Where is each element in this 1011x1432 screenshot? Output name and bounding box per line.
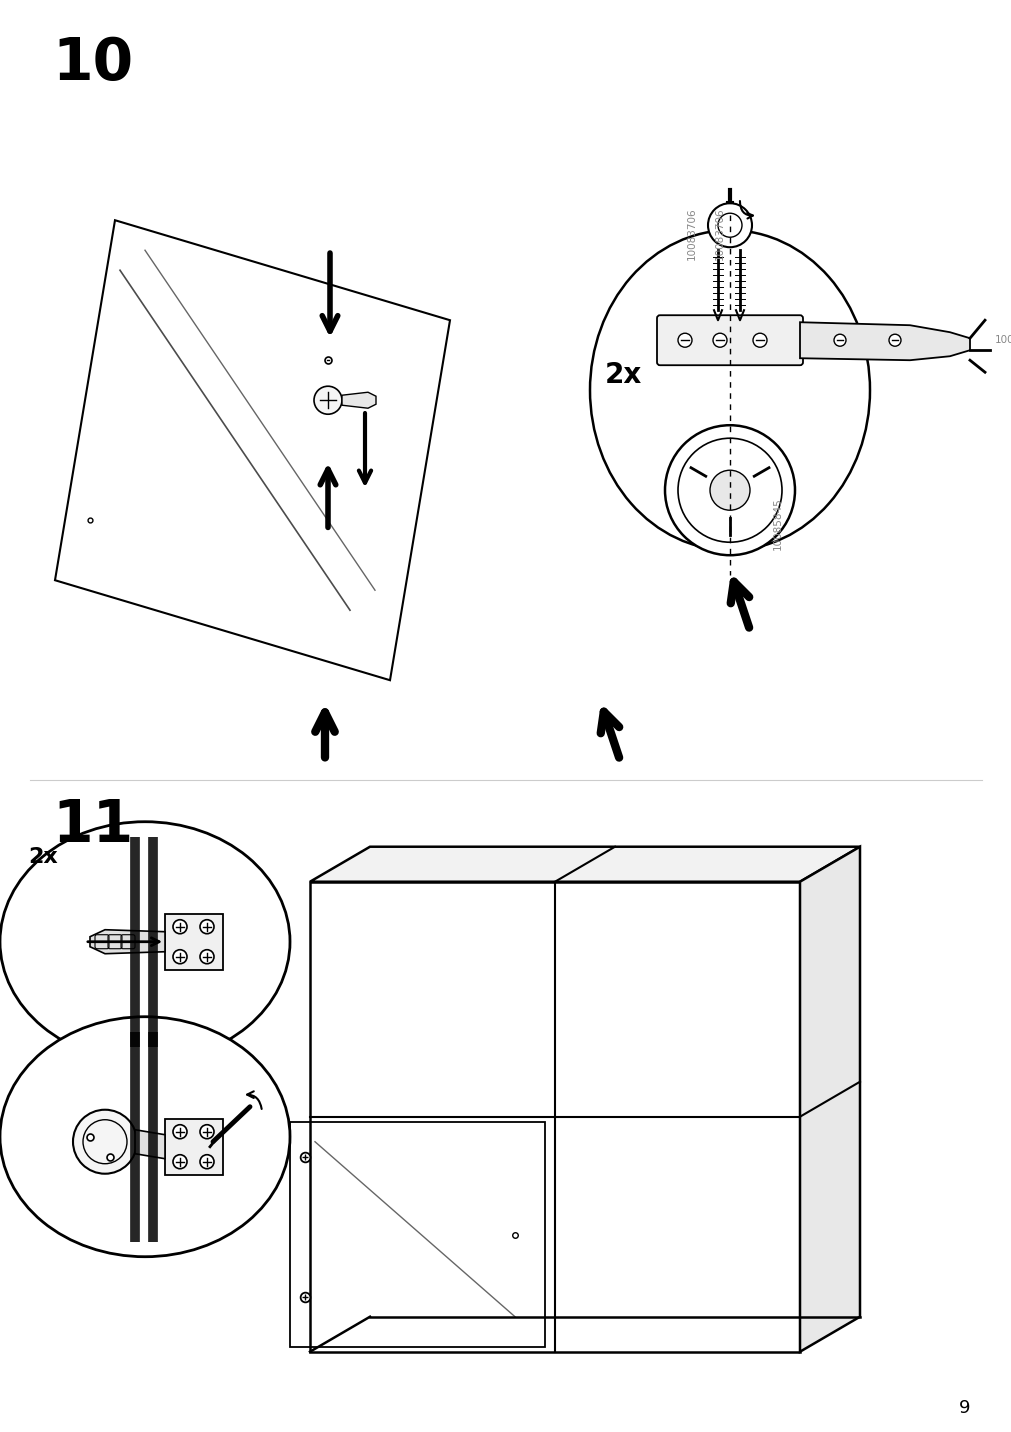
Circle shape — [73, 1110, 136, 1174]
Circle shape — [200, 1124, 213, 1138]
Polygon shape — [90, 929, 165, 954]
Text: 11: 11 — [52, 796, 133, 853]
Circle shape — [173, 1154, 187, 1169]
Ellipse shape — [0, 822, 290, 1061]
Circle shape — [752, 334, 766, 347]
Circle shape — [313, 387, 342, 414]
FancyBboxPatch shape — [165, 914, 222, 969]
Text: 10084140: 10084140 — [994, 335, 1011, 345]
Circle shape — [200, 949, 213, 964]
Circle shape — [677, 334, 692, 347]
Text: 10: 10 — [52, 36, 133, 92]
Circle shape — [200, 1154, 213, 1169]
Polygon shape — [309, 846, 859, 882]
Ellipse shape — [0, 1017, 290, 1257]
Text: 2x: 2x — [28, 846, 58, 866]
Text: 9: 9 — [957, 1399, 969, 1416]
Polygon shape — [342, 392, 376, 408]
Circle shape — [173, 949, 187, 964]
Ellipse shape — [589, 231, 869, 550]
Circle shape — [200, 919, 213, 934]
Text: 10083706: 10083706 — [686, 208, 697, 261]
Text: 10085845: 10085845 — [772, 497, 783, 550]
Circle shape — [713, 334, 726, 347]
Text: 10083706: 10083706 — [715, 208, 724, 261]
Circle shape — [888, 334, 900, 347]
Text: 2x: 2x — [605, 361, 642, 390]
Polygon shape — [800, 322, 969, 361]
FancyBboxPatch shape — [165, 1118, 222, 1174]
Polygon shape — [800, 846, 859, 1352]
Circle shape — [173, 919, 187, 934]
Circle shape — [833, 334, 845, 347]
FancyBboxPatch shape — [656, 315, 802, 365]
Circle shape — [708, 203, 751, 248]
Polygon shape — [134, 1130, 165, 1158]
Circle shape — [710, 470, 749, 510]
Circle shape — [664, 425, 795, 556]
Circle shape — [173, 1124, 187, 1138]
Polygon shape — [309, 882, 800, 1352]
